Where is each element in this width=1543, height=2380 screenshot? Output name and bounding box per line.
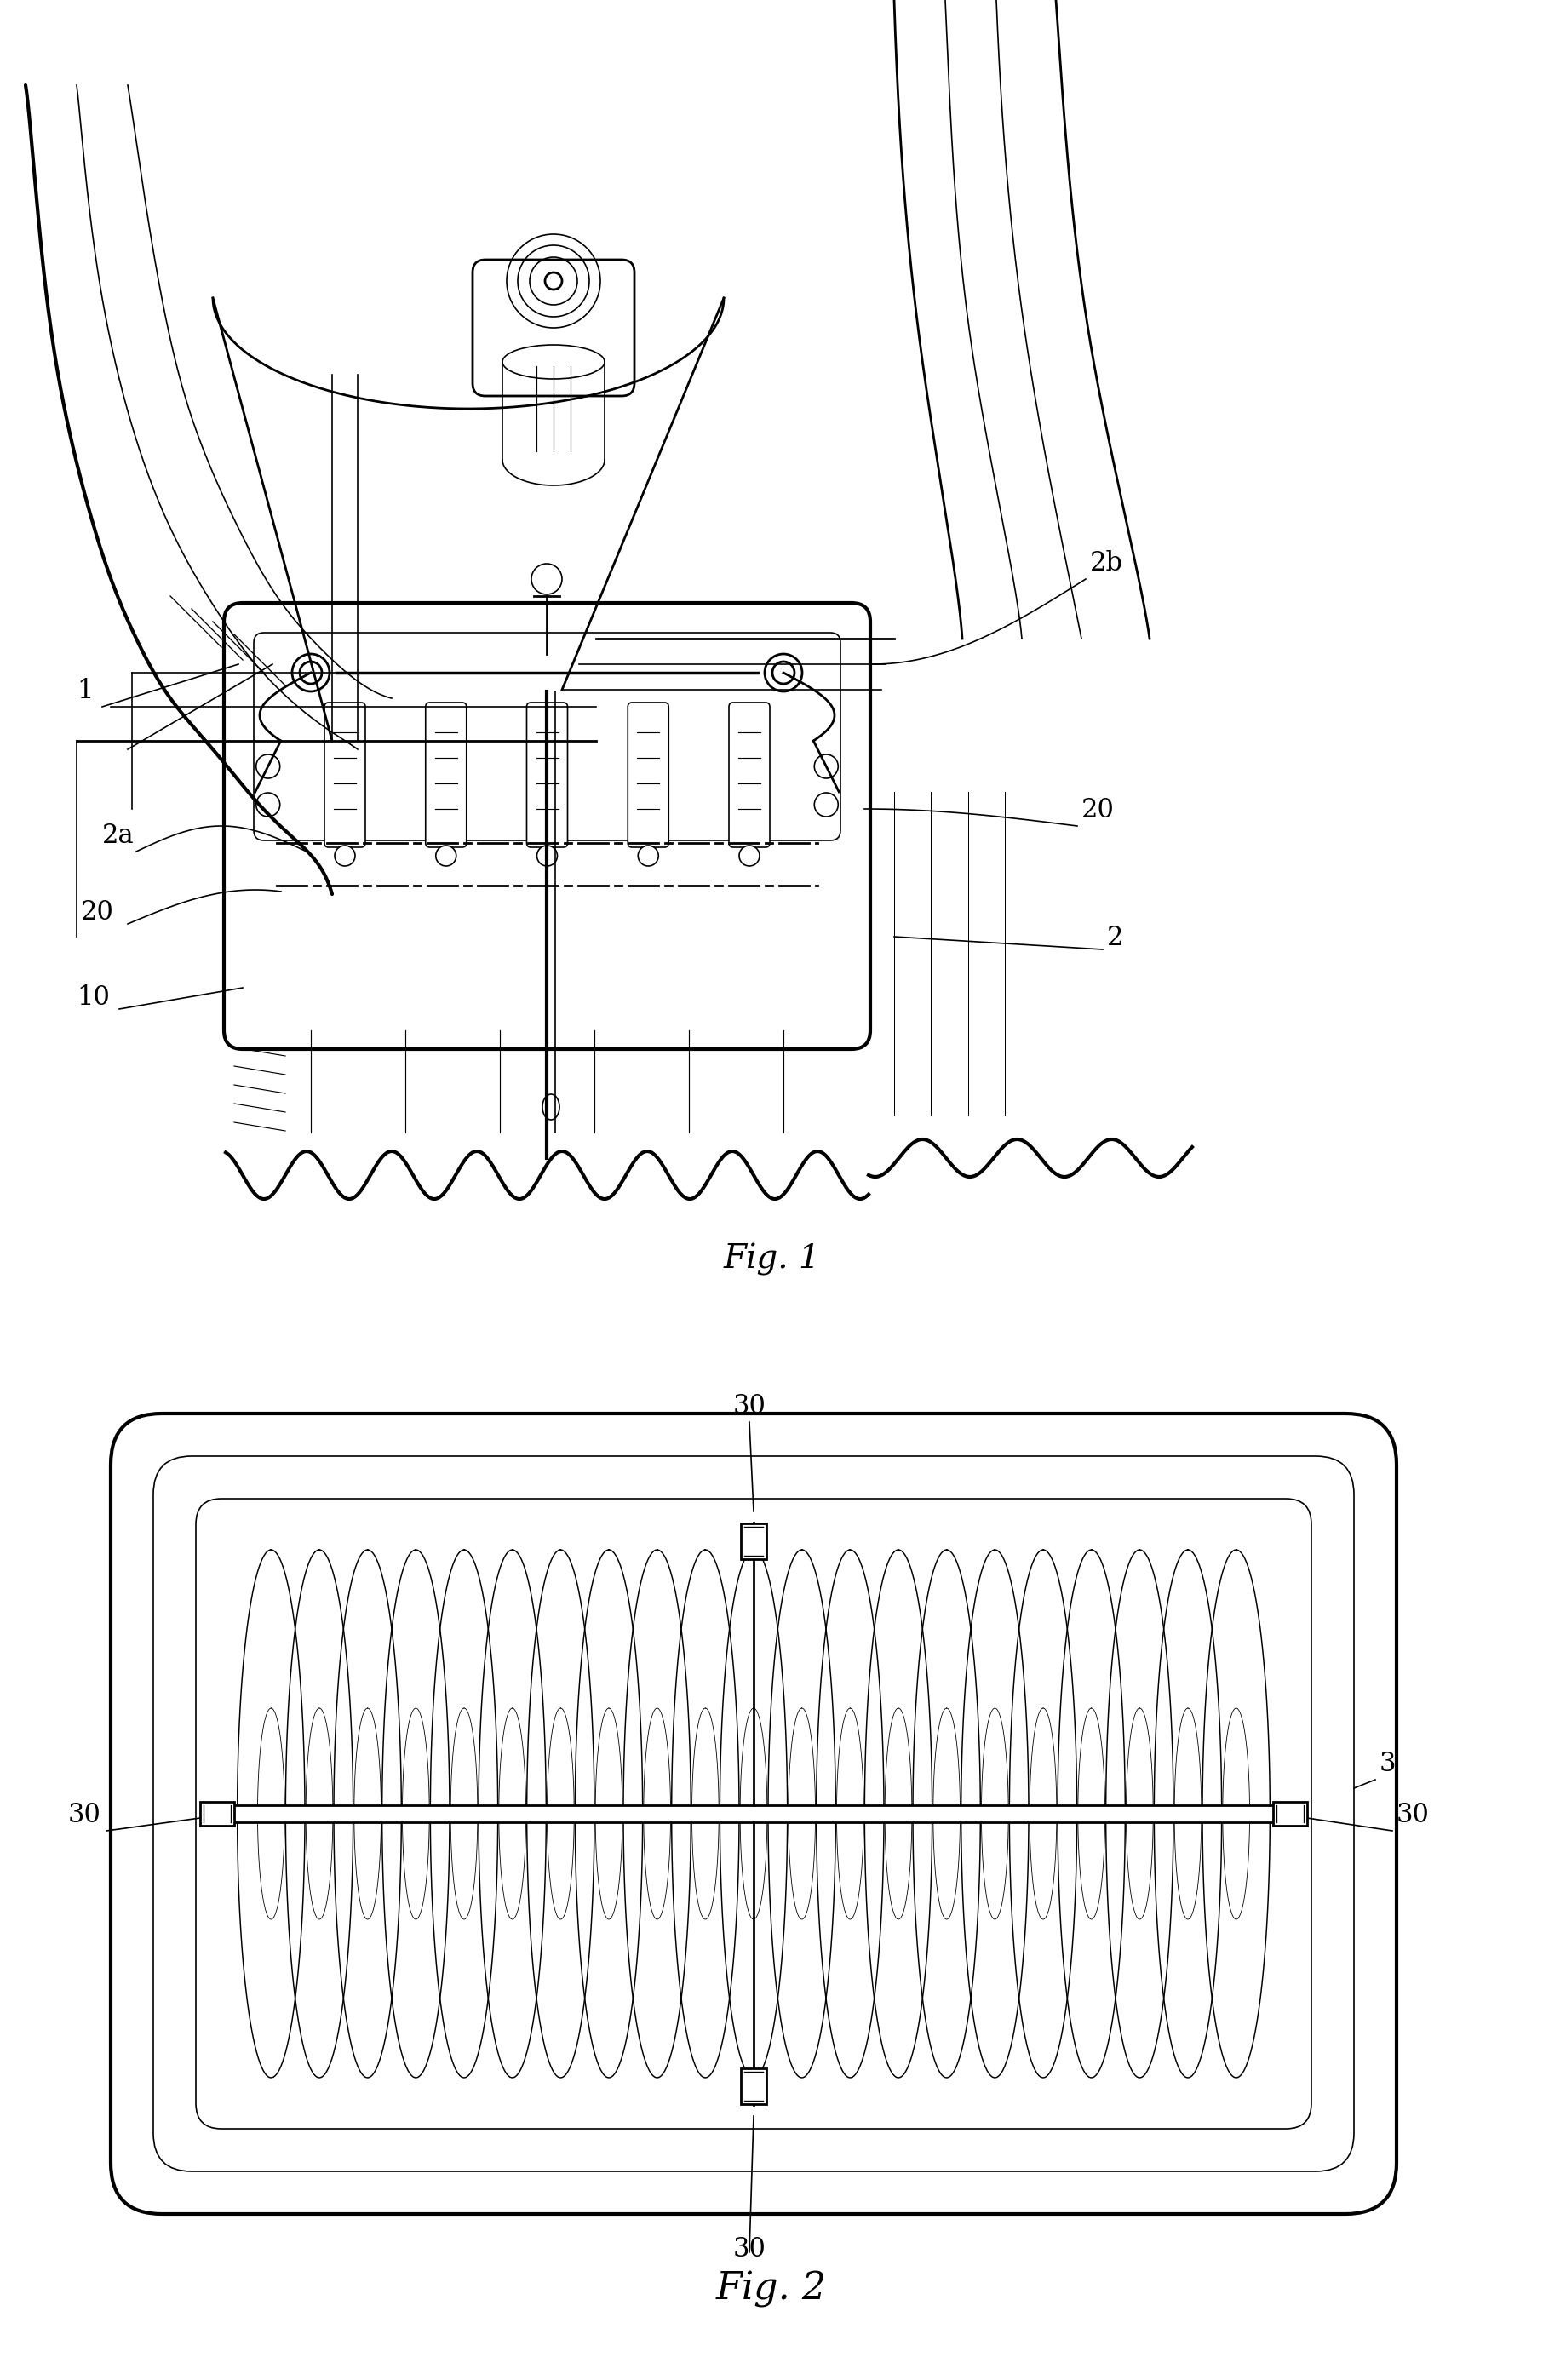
FancyBboxPatch shape bbox=[628, 702, 668, 847]
Text: 2: 2 bbox=[1106, 926, 1123, 952]
Circle shape bbox=[256, 793, 279, 816]
Ellipse shape bbox=[503, 345, 605, 378]
Text: 30: 30 bbox=[68, 1802, 102, 1828]
Circle shape bbox=[292, 655, 330, 693]
Text: 3: 3 bbox=[1379, 1752, 1396, 1778]
Text: 10: 10 bbox=[77, 985, 110, 1012]
Circle shape bbox=[815, 754, 838, 778]
Circle shape bbox=[773, 662, 795, 683]
Text: 20: 20 bbox=[1082, 797, 1114, 823]
Circle shape bbox=[335, 845, 355, 866]
FancyBboxPatch shape bbox=[741, 1523, 767, 1559]
Circle shape bbox=[299, 662, 322, 683]
Circle shape bbox=[537, 845, 557, 866]
Text: Fig. 2: Fig. 2 bbox=[716, 2271, 827, 2306]
FancyBboxPatch shape bbox=[224, 602, 870, 1050]
Text: 30: 30 bbox=[1396, 1802, 1430, 1828]
Circle shape bbox=[637, 845, 659, 866]
Circle shape bbox=[545, 271, 562, 290]
FancyBboxPatch shape bbox=[111, 1414, 1396, 2213]
Circle shape bbox=[531, 564, 562, 595]
Circle shape bbox=[256, 754, 279, 778]
FancyBboxPatch shape bbox=[728, 702, 770, 847]
FancyBboxPatch shape bbox=[526, 702, 568, 847]
Text: 20: 20 bbox=[80, 900, 114, 926]
Circle shape bbox=[739, 845, 759, 866]
Text: Fig. 1: Fig. 1 bbox=[724, 1245, 819, 1276]
Text: 2b: 2b bbox=[1089, 550, 1123, 576]
Text: 2a: 2a bbox=[102, 823, 134, 850]
Polygon shape bbox=[218, 1804, 1290, 1823]
FancyBboxPatch shape bbox=[426, 702, 466, 847]
Circle shape bbox=[435, 845, 457, 866]
Ellipse shape bbox=[543, 1095, 560, 1119]
Text: 30: 30 bbox=[733, 1392, 765, 1418]
Text: 30: 30 bbox=[733, 2237, 765, 2263]
FancyBboxPatch shape bbox=[324, 702, 366, 847]
Circle shape bbox=[765, 655, 802, 693]
FancyBboxPatch shape bbox=[472, 259, 634, 395]
FancyBboxPatch shape bbox=[741, 2068, 767, 2104]
FancyBboxPatch shape bbox=[1273, 1802, 1307, 1825]
FancyBboxPatch shape bbox=[201, 1802, 235, 1825]
Text: 1: 1 bbox=[77, 678, 94, 704]
Circle shape bbox=[815, 793, 838, 816]
